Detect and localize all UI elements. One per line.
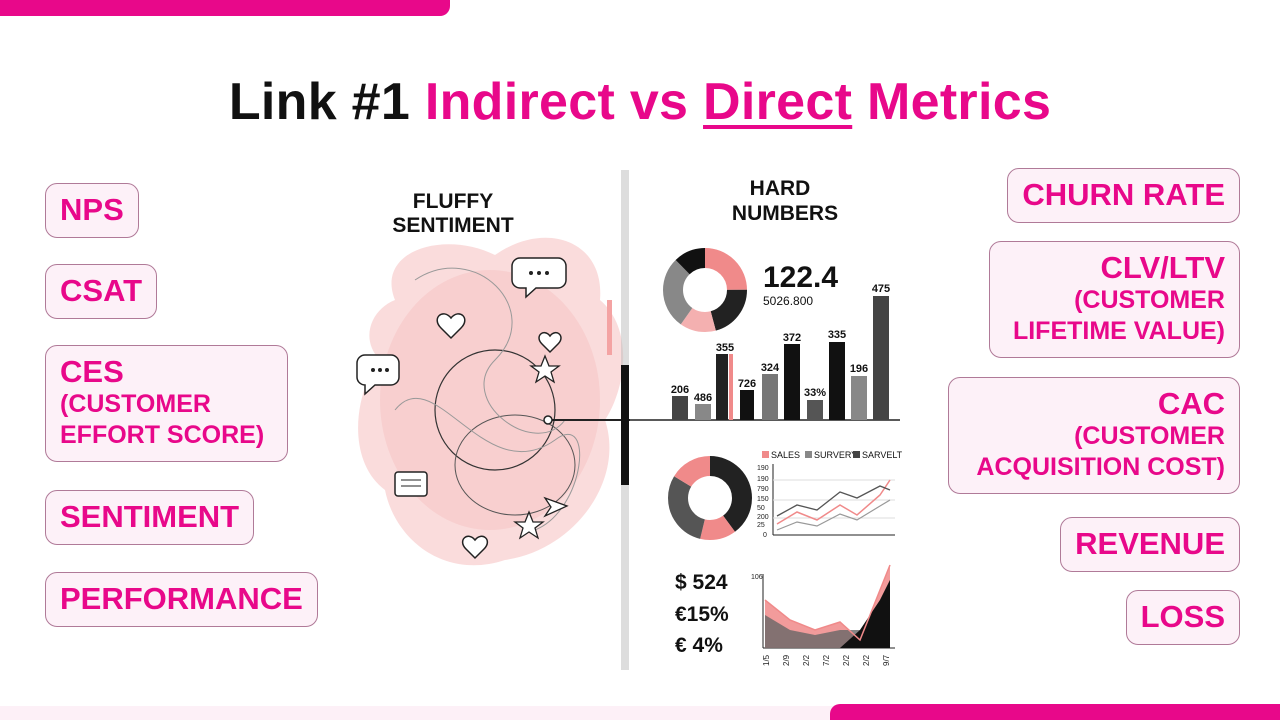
slide-title: Link #1 Indirect vs Direct Metrics <box>0 72 1280 132</box>
svg-text:0: 0 <box>763 532 767 539</box>
tag-revenue: REVENUE <box>1060 517 1240 572</box>
tag-nps: NPS <box>45 183 139 238</box>
tag-ces: CES (CUSTOMER EFFORT SCORE) <box>45 345 288 463</box>
tag-clv-ltv: CLV/LTV (CUSTOMER LIFETIME VALUE) <box>989 241 1240 359</box>
bar-label: 486 <box>694 392 712 404</box>
tag-label: NPS <box>60 192 124 227</box>
title-part-link: Link #1 <box>228 73 411 131</box>
big-number: 122.4 <box>763 261 838 294</box>
speech-bubble-icon <box>356 354 400 396</box>
svg-text:106: 106 <box>751 574 763 581</box>
chat-lines-icon <box>394 471 428 497</box>
top-accent-bar <box>0 0 450 16</box>
tag-label: CES <box>60 354 124 389</box>
donut-chart-top <box>663 248 747 332</box>
svg-text:2/2: 2/2 <box>842 654 851 666</box>
tag-sub-2: ACQUISITION COST) <box>976 452 1225 481</box>
tag-sub-1: (CUSTOMER <box>1074 421 1225 450</box>
title-part-metrics: Metrics <box>866 73 1052 131</box>
bar-label: 335 <box>828 329 846 341</box>
tag-sub-2: LIFETIME VALUE) <box>1012 316 1225 345</box>
paper-plane-icon <box>543 496 569 518</box>
svg-text:2/2: 2/2 <box>802 654 811 666</box>
svg-text:25: 25 <box>757 522 765 529</box>
heart-icon <box>538 332 562 354</box>
svg-text:790: 790 <box>757 486 769 493</box>
title-part-direct: Direct <box>703 73 853 131</box>
svg-text:50: 50 <box>757 505 765 512</box>
tag-sentiment: SENTIMENT <box>45 490 255 545</box>
heart-icon <box>436 313 466 340</box>
donut-chart-bottom <box>668 456 752 540</box>
money-stat-1: $ 524 <box>675 571 728 594</box>
tag-label: LOSS <box>1140 599 1225 634</box>
svg-text:1/5: 1/5 <box>762 654 771 666</box>
tag-loss: LOSS <box>1125 590 1240 645</box>
tag-label: CHURN RATE <box>1022 177 1225 212</box>
star-icon <box>529 354 561 384</box>
svg-text:7/2: 7/2 <box>822 654 831 666</box>
heading-fluffy: FLUFFY <box>413 190 493 213</box>
area-chart: 106 1/5 2/9 2/2 7/2 2/2 2/2 9/7 <box>751 564 895 666</box>
legend-item: SALES <box>771 450 800 460</box>
bar-label: 372 <box>783 332 801 344</box>
tag-churn-rate: CHURN RATE <box>1007 168 1240 223</box>
heading-hard: HARD <box>750 177 811 200</box>
metrics-illustration: FLUFFY SENTIMENT HARD NUMBERS 122.4 5026… <box>335 160 910 680</box>
tag-label: PERFORMANCE <box>60 581 303 616</box>
svg-text:200: 200 <box>757 514 769 521</box>
bar-label: 206 <box>671 384 689 396</box>
bar-label: 475 <box>872 283 890 295</box>
money-stat-2: €15% <box>675 603 729 626</box>
svg-text:2/2: 2/2 <box>862 654 871 666</box>
legend-item: SURVERY <box>814 450 857 460</box>
tag-csat: CSAT <box>45 264 158 319</box>
tag-performance: PERFORMANCE <box>45 572 318 627</box>
line-chart-legend: SALES SURVERY SARVELT <box>762 450 903 460</box>
tag-label: REVENUE <box>1075 526 1225 561</box>
sentiment-blob <box>358 237 630 566</box>
bar-label: 324 <box>761 362 780 374</box>
heart-icon <box>461 535 489 560</box>
bar-label: 355 <box>716 342 734 354</box>
tag-label: CLV/LTV <box>1100 250 1225 285</box>
line-chart: 190 190 790 150 50 200 25 0 <box>757 464 895 539</box>
heading-numbers: NUMBERS <box>732 202 838 225</box>
tag-sub-2: EFFORT SCORE) <box>60 420 265 449</box>
bottom-accent-bar <box>830 704 1280 720</box>
tag-label: CAC <box>1157 386 1225 421</box>
legend-item: SARVELT <box>862 450 903 460</box>
star-icon <box>513 510 545 540</box>
speech-bubble-icon <box>511 257 567 299</box>
tag-sub-1: (CUSTOMER <box>1074 285 1225 314</box>
svg-text:2/9: 2/9 <box>782 654 791 666</box>
bar-label: 726 <box>738 378 756 390</box>
tag-label: CSAT <box>60 273 143 308</box>
svg-text:190: 190 <box>757 476 769 483</box>
svg-text:190: 190 <box>757 465 769 472</box>
svg-text:150: 150 <box>757 496 769 503</box>
tag-cac: CAC (CUSTOMER ACQUISITION COST) <box>948 377 1240 495</box>
tag-label: SENTIMENT <box>60 499 240 534</box>
title-part-indirect: Indirect vs <box>424 73 689 131</box>
svg-text:9/7: 9/7 <box>882 654 891 666</box>
tag-sub-1: (CUSTOMER <box>60 389 211 418</box>
bar-label: 33% <box>804 387 826 399</box>
bar-label: 196 <box>850 363 868 375</box>
money-stat-3: € 4% <box>675 634 723 657</box>
small-number: 5026.800 <box>763 294 813 308</box>
heading-sentiment: SENTIMENT <box>392 214 514 237</box>
illustration-svg: FLUFFY SENTIMENT HARD NUMBERS 122.4 5026… <box>356 170 903 670</box>
bar-chart: 206 486 355 726 324 372 33% 335 196 475 <box>629 283 900 421</box>
